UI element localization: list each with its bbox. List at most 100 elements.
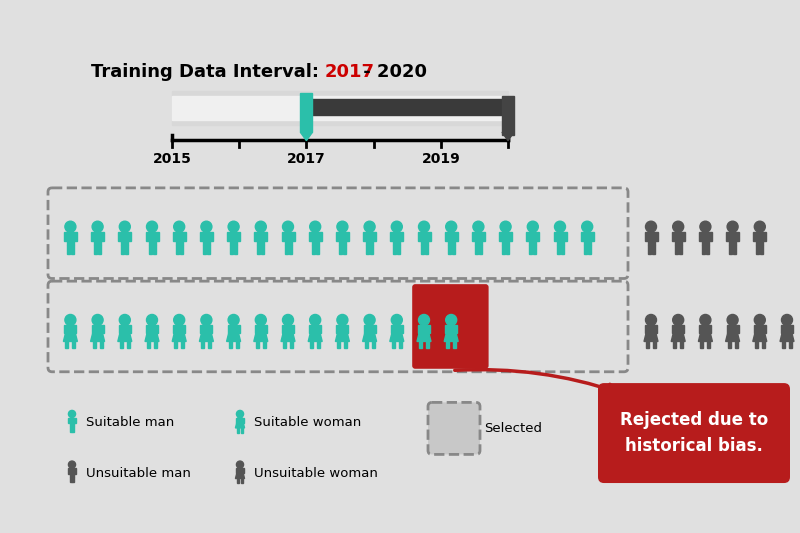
FancyBboxPatch shape: [229, 342, 232, 349]
FancyBboxPatch shape: [74, 417, 76, 423]
FancyBboxPatch shape: [366, 245, 369, 254]
Circle shape: [255, 314, 266, 326]
Circle shape: [146, 314, 158, 326]
FancyBboxPatch shape: [70, 468, 74, 477]
FancyBboxPatch shape: [182, 232, 186, 241]
Circle shape: [391, 314, 402, 326]
FancyBboxPatch shape: [754, 232, 756, 241]
FancyBboxPatch shape: [762, 342, 765, 349]
FancyBboxPatch shape: [172, 91, 508, 125]
FancyBboxPatch shape: [258, 232, 264, 245]
FancyBboxPatch shape: [237, 232, 240, 241]
FancyBboxPatch shape: [400, 232, 403, 241]
Circle shape: [237, 461, 243, 468]
Circle shape: [201, 221, 212, 232]
FancyBboxPatch shape: [646, 342, 649, 349]
FancyBboxPatch shape: [64, 232, 67, 241]
FancyBboxPatch shape: [412, 284, 489, 369]
Polygon shape: [753, 326, 766, 342]
FancyBboxPatch shape: [254, 326, 258, 334]
FancyBboxPatch shape: [653, 342, 656, 349]
FancyBboxPatch shape: [346, 232, 349, 241]
Polygon shape: [671, 326, 685, 342]
Circle shape: [364, 314, 375, 326]
FancyBboxPatch shape: [339, 245, 342, 254]
FancyBboxPatch shape: [254, 232, 258, 241]
FancyBboxPatch shape: [210, 232, 213, 241]
FancyBboxPatch shape: [291, 232, 294, 241]
Polygon shape: [235, 468, 245, 479]
FancyBboxPatch shape: [427, 232, 430, 241]
FancyBboxPatch shape: [502, 95, 514, 135]
FancyBboxPatch shape: [336, 232, 339, 241]
Circle shape: [500, 221, 511, 232]
Text: 2017: 2017: [325, 62, 375, 80]
FancyBboxPatch shape: [674, 245, 678, 254]
FancyBboxPatch shape: [94, 245, 97, 254]
Polygon shape: [172, 326, 186, 342]
Text: Suitable man: Suitable man: [86, 416, 174, 429]
FancyBboxPatch shape: [701, 342, 703, 349]
Circle shape: [337, 314, 348, 326]
FancyBboxPatch shape: [74, 468, 76, 474]
FancyBboxPatch shape: [120, 342, 123, 349]
FancyBboxPatch shape: [182, 326, 185, 334]
FancyBboxPatch shape: [336, 326, 339, 334]
FancyBboxPatch shape: [203, 245, 206, 254]
FancyBboxPatch shape: [99, 342, 102, 349]
FancyBboxPatch shape: [563, 232, 566, 241]
Circle shape: [473, 221, 484, 232]
FancyBboxPatch shape: [71, 245, 74, 254]
FancyBboxPatch shape: [290, 342, 293, 349]
Text: - 2020: - 2020: [357, 62, 427, 80]
FancyBboxPatch shape: [316, 245, 318, 254]
FancyBboxPatch shape: [101, 232, 104, 241]
FancyBboxPatch shape: [680, 342, 683, 349]
FancyBboxPatch shape: [760, 245, 763, 254]
FancyBboxPatch shape: [726, 326, 730, 334]
FancyBboxPatch shape: [173, 326, 176, 334]
FancyBboxPatch shape: [67, 245, 70, 254]
FancyBboxPatch shape: [370, 245, 373, 254]
FancyBboxPatch shape: [371, 342, 374, 349]
FancyBboxPatch shape: [309, 326, 312, 334]
FancyBboxPatch shape: [755, 342, 758, 349]
FancyBboxPatch shape: [93, 342, 96, 349]
FancyBboxPatch shape: [475, 232, 482, 245]
Circle shape: [527, 221, 538, 232]
Circle shape: [364, 221, 375, 232]
Circle shape: [673, 314, 684, 326]
Circle shape: [310, 314, 321, 326]
FancyBboxPatch shape: [122, 232, 128, 245]
FancyBboxPatch shape: [228, 326, 230, 334]
FancyBboxPatch shape: [502, 232, 509, 245]
FancyBboxPatch shape: [237, 479, 238, 483]
Circle shape: [201, 314, 212, 326]
FancyBboxPatch shape: [390, 232, 394, 241]
FancyBboxPatch shape: [682, 232, 685, 241]
FancyBboxPatch shape: [729, 245, 732, 254]
FancyBboxPatch shape: [394, 232, 400, 245]
FancyBboxPatch shape: [709, 232, 712, 241]
FancyBboxPatch shape: [285, 232, 291, 245]
Polygon shape: [444, 326, 458, 342]
FancyBboxPatch shape: [155, 232, 158, 241]
FancyBboxPatch shape: [448, 245, 450, 254]
FancyBboxPatch shape: [242, 428, 243, 432]
Polygon shape: [698, 326, 712, 342]
Circle shape: [337, 221, 348, 232]
FancyBboxPatch shape: [203, 232, 210, 245]
FancyBboxPatch shape: [91, 232, 94, 241]
FancyBboxPatch shape: [534, 245, 536, 254]
Circle shape: [582, 221, 593, 232]
FancyBboxPatch shape: [554, 232, 557, 241]
FancyBboxPatch shape: [536, 232, 539, 241]
FancyBboxPatch shape: [208, 342, 211, 349]
Text: 2019: 2019: [422, 152, 460, 166]
Polygon shape: [145, 326, 159, 342]
FancyBboxPatch shape: [728, 342, 730, 349]
FancyBboxPatch shape: [557, 245, 559, 254]
FancyBboxPatch shape: [581, 232, 584, 241]
Circle shape: [65, 314, 76, 326]
FancyBboxPatch shape: [647, 232, 654, 245]
